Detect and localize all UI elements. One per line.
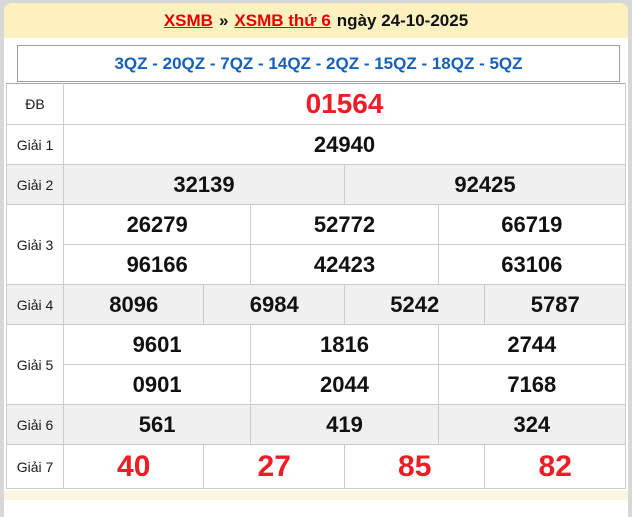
prize-value: 2044	[250, 364, 439, 405]
prize-value: 6984	[203, 284, 345, 325]
row-giai1: Giải 1 24940	[6, 124, 626, 165]
prize-value: 324	[437, 404, 627, 445]
qz-summary-box: 3QZ - 20QZ - 7QZ - 14QZ - 2QZ - 15QZ - 1…	[17, 45, 620, 82]
prize-value-g7: 82	[484, 444, 626, 489]
prize-value: 419	[250, 404, 439, 445]
prize-value: 8096	[62, 284, 205, 325]
prize-value: 9601	[62, 324, 252, 365]
prize-value: 0901	[62, 364, 252, 405]
results-table: ĐB 01564 Giải 1 24940 Giải 2 32139 92425…	[6, 83, 627, 489]
row-giai2: Giải 2 32139 92425	[6, 164, 627, 205]
prize-label-5: Giải 5	[6, 324, 64, 405]
prize-label-4: Giải 4	[6, 284, 64, 325]
prize-label-7: Giải 7	[6, 444, 64, 489]
breadcrumb-separator: »	[218, 10, 229, 30]
prize-label-3: Giải 3	[6, 204, 64, 285]
prize-value: 42423	[250, 244, 439, 285]
breadcrumb-link-xsmb[interactable]: XSMB	[163, 10, 213, 30]
prize-value-g7: 85	[343, 444, 486, 489]
prize-label-2: Giải 2	[6, 164, 64, 205]
prize-label-db: ĐB	[6, 83, 64, 125]
next-section-edge	[4, 491, 628, 500]
prize-value: 2744	[437, 324, 627, 365]
prize-label-6: Giải 6	[6, 404, 64, 445]
prize-value: 5787	[484, 284, 626, 325]
draw-date: ngày 24-10-2025	[336, 10, 469, 30]
prize-value-db: 01564	[63, 83, 626, 125]
prize-value: 96166	[62, 244, 252, 285]
prize-value: 24940	[63, 124, 626, 165]
prize-value: 92425	[343, 164, 627, 205]
row-giai5b: 0901 2044 7168	[7, 364, 627, 405]
prize-value: 32139	[63, 164, 345, 205]
qz-summary-text: 3QZ - 20QZ - 7QZ - 14QZ - 2QZ - 15QZ - 1…	[114, 53, 523, 73]
prize-value-g7: 27	[203, 444, 345, 489]
prize-value: 52772	[250, 204, 439, 245]
prize-value: 63106	[437, 244, 627, 285]
prize-value: 1816	[250, 324, 439, 365]
prize-label-1: Giải 1	[6, 124, 64, 165]
breadcrumb-link-day[interactable]: XSMB thứ 6	[234, 10, 331, 30]
row-giai3b: 96166 42423 63106	[7, 244, 627, 285]
row-giai3a: Giải 3 26279 52772 66719	[6, 204, 627, 285]
row-db: ĐB 01564	[6, 83, 626, 125]
row-giai5a: Giải 5 9601 1816 2744	[6, 324, 627, 405]
breadcrumb: XSMB » XSMB thứ 6 ngày 24-10-2025	[4, 3, 628, 38]
prize-value: 561	[62, 404, 252, 445]
prize-value-g7: 40	[62, 444, 205, 489]
row-giai7: Giải 7 40 27 85 82	[6, 444, 626, 489]
prize-value: 26279	[62, 204, 252, 245]
prize-value: 7168	[437, 364, 627, 405]
row-giai4: Giải 4 8096 6984 5242 5787	[6, 284, 626, 325]
content-area: XSMB » XSMB thứ 6 ngày 24-10-2025 3QZ - …	[4, 3, 628, 517]
row-giai6: Giải 6 561 419 324	[6, 404, 627, 445]
prize-value: 66719	[437, 204, 627, 245]
prize-value: 5242	[343, 284, 486, 325]
